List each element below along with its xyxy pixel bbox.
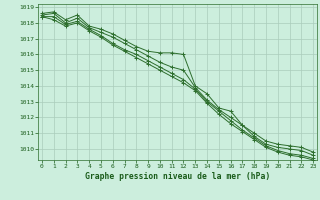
X-axis label: Graphe pression niveau de la mer (hPa): Graphe pression niveau de la mer (hPa) [85,172,270,181]
